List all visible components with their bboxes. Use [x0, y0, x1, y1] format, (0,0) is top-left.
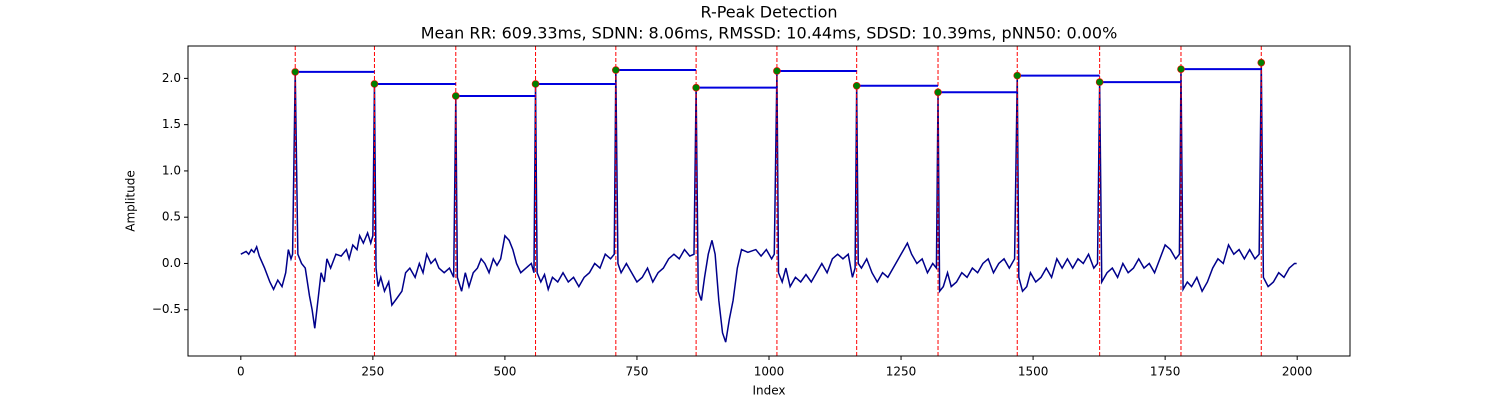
x-tick-label: 500 — [493, 365, 516, 379]
x-tick-label: 1000 — [754, 365, 785, 379]
r-peak — [852, 81, 861, 90]
x-tick-label: 1750 — [1150, 365, 1181, 379]
x-axis-label: Index — [752, 384, 785, 398]
r-peak — [773, 67, 781, 75]
plot-frame — [187, 45, 1351, 357]
signal-line — [240, 62, 1297, 343]
x-tick-label: 1250 — [886, 365, 917, 379]
r-peak — [291, 68, 300, 76]
y-tick-label: 2.0 — [162, 71, 181, 85]
y-tick-label: −0.5 — [152, 302, 181, 316]
r-peak — [451, 92, 460, 100]
r-peak — [1177, 65, 1185, 73]
y-axis-label: Amplitude — [124, 170, 138, 232]
y-tick-label: 1.0 — [162, 163, 181, 177]
r-peak — [612, 66, 620, 74]
r-peak — [370, 80, 379, 88]
x-tick-label: 750 — [626, 365, 649, 379]
chart-title: R-Peak Detection — [700, 3, 837, 22]
x-tick-label: 250 — [361, 365, 384, 379]
y-tick-label: 1.5 — [162, 117, 181, 131]
r-peak — [531, 80, 540, 88]
y-tick-label: 0.0 — [162, 256, 181, 270]
r-peak — [1013, 71, 1022, 80]
x-tick-label: 0 — [237, 365, 245, 379]
r-peak — [1257, 58, 1266, 67]
y-tick-label: 0.5 — [162, 210, 181, 224]
x-tick-label: 2000 — [1282, 365, 1313, 379]
x-tick-label: 1500 — [1018, 365, 1049, 379]
r-peak — [934, 88, 942, 97]
chart-subtitle: Mean RR: 609.33ms, SDNN: 8.06ms, RMSSD: … — [421, 24, 1118, 43]
r-peak — [1095, 78, 1104, 86]
r-peak — [692, 83, 700, 92]
